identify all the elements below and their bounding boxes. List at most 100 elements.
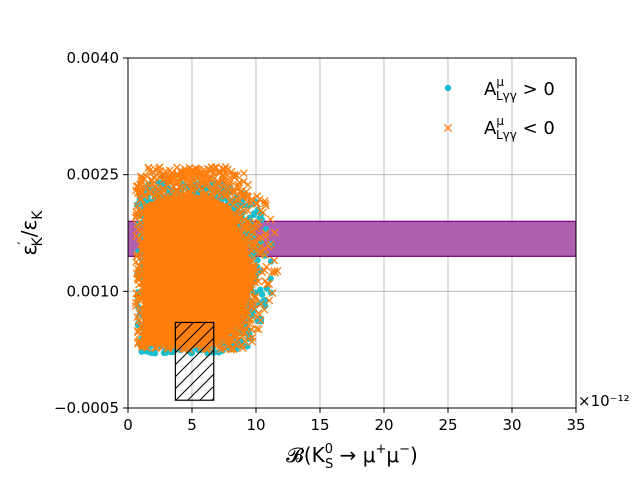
data-point xyxy=(240,206,249,215)
data-point xyxy=(237,322,245,331)
data-point xyxy=(167,187,176,196)
data-point xyxy=(247,315,255,324)
y-axis-title: ε′K/εK xyxy=(16,210,46,256)
data-point xyxy=(133,208,141,217)
data-point xyxy=(199,165,208,174)
legend-marker-positive xyxy=(444,84,452,92)
data-point xyxy=(268,268,277,277)
data-point xyxy=(136,187,145,196)
data-point xyxy=(248,195,257,204)
data-point xyxy=(267,289,275,296)
data-point xyxy=(151,183,160,192)
data-point xyxy=(261,199,270,208)
y-tick-label: 0.0040 xyxy=(67,49,120,67)
legend-label-negative: Aμ Lγγ < 0 xyxy=(484,114,555,142)
data-point xyxy=(222,170,231,179)
y-axis-title-prime: ′ xyxy=(16,241,32,244)
y-axis-title-div: /ε xyxy=(17,220,41,238)
data-point xyxy=(133,326,142,335)
y-tick-label: 0.0010 xyxy=(67,282,120,300)
x-tick-label: 20 xyxy=(374,416,393,434)
data-point xyxy=(232,340,241,349)
data-point xyxy=(171,179,180,188)
data-point xyxy=(210,174,219,183)
data-point xyxy=(229,345,238,354)
data-point xyxy=(218,172,227,181)
data-point xyxy=(252,324,261,333)
data-point xyxy=(244,180,253,189)
data-point xyxy=(235,178,244,187)
x-axis-title-close: ) xyxy=(410,443,418,467)
x-axis-title-base: 𝓑(K xyxy=(286,443,325,467)
hatched-region xyxy=(174,321,215,401)
x-tick-label: 5 xyxy=(187,416,197,434)
x-axis-title-mu2: μ xyxy=(386,443,399,467)
data-point xyxy=(235,196,243,205)
x-scale-factor: ×10⁻¹² xyxy=(578,392,630,410)
dense-point-cloud xyxy=(142,194,256,348)
data-point xyxy=(159,171,168,180)
legend-positive-sup: μ xyxy=(496,75,504,89)
legend: Aμ Lγγ > 0 Aμ Lγγ < 0 xyxy=(444,75,555,142)
data-point xyxy=(263,280,272,289)
x-axis-title-tail: → μ xyxy=(333,443,375,467)
data-point xyxy=(270,267,279,276)
y-axis-title-sub2: K xyxy=(30,210,46,220)
y-tick-label: −0.0005 xyxy=(54,399,119,417)
data-point xyxy=(224,183,233,192)
data-point xyxy=(248,333,257,342)
data-point xyxy=(223,165,232,174)
data-point xyxy=(211,163,220,171)
legend-marker-negative xyxy=(444,124,452,132)
data-point xyxy=(239,169,248,178)
data-point xyxy=(135,212,144,221)
data-point xyxy=(134,275,143,284)
data-point xyxy=(183,168,192,177)
data-point xyxy=(250,242,258,251)
data-point xyxy=(133,220,142,229)
legend-label-positive: Aμ Lγγ > 0 xyxy=(484,75,555,103)
axis-ticks: 0 5 10 15 20 25 30 35 −0.0005 0.0010 0.0025 0.0040 xyxy=(54,49,586,434)
data-point xyxy=(237,191,246,200)
x-tick-label: 30 xyxy=(502,416,521,434)
data-point xyxy=(222,190,231,199)
data-point xyxy=(177,183,186,191)
data-point xyxy=(134,225,143,234)
data-point xyxy=(224,336,233,344)
data-point xyxy=(241,311,249,320)
data-point xyxy=(256,299,265,308)
data-point xyxy=(135,294,144,302)
x-tick-label: 15 xyxy=(310,416,329,434)
data-point xyxy=(146,348,153,356)
data-point xyxy=(264,242,273,250)
legend-negative-sub: Lγγ xyxy=(496,128,517,142)
data-point xyxy=(256,316,265,325)
data-point xyxy=(270,228,279,237)
x-tick-label: 10 xyxy=(246,416,265,434)
data-point xyxy=(166,177,175,186)
data-point xyxy=(243,206,252,215)
data-point xyxy=(268,289,277,298)
data-point xyxy=(270,256,279,265)
data-point xyxy=(252,224,261,233)
legend-positive-sub: Lγγ xyxy=(496,89,517,103)
data-point xyxy=(195,183,204,192)
y-tick-label: 0.0025 xyxy=(67,166,120,184)
series-negative-core xyxy=(142,194,256,348)
x-axis-title: 𝓑(K0 S → μ+μ−) xyxy=(286,442,418,472)
data-point xyxy=(254,277,263,286)
data-point xyxy=(256,242,265,251)
data-point xyxy=(187,185,196,194)
x-tick-label: 35 xyxy=(566,416,585,434)
legend-negative-sup: μ xyxy=(496,114,504,128)
x-tick-label: 0 xyxy=(123,416,133,434)
y-axis-title-main: ε xyxy=(17,245,41,256)
x-tick-label: 25 xyxy=(438,416,457,434)
data-point xyxy=(241,337,250,346)
data-point xyxy=(254,309,263,318)
data-point xyxy=(132,258,140,267)
data-point xyxy=(260,305,269,314)
data-point xyxy=(258,291,266,298)
data-point xyxy=(217,345,226,354)
data-point xyxy=(242,187,251,196)
